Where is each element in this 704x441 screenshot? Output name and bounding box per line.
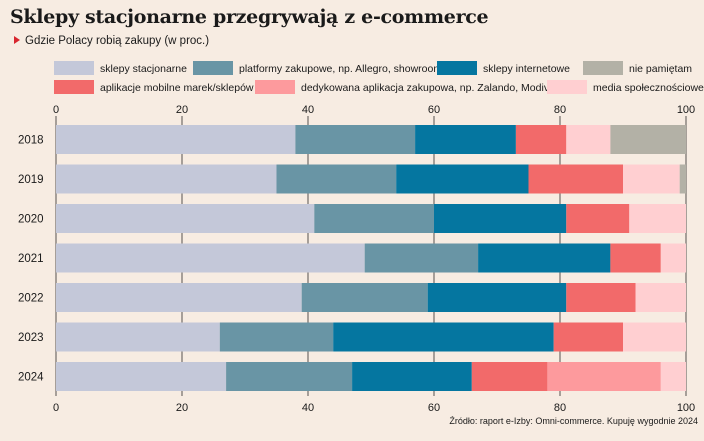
bar-2020-5 [629, 204, 686, 233]
tick-label-bottom-0: 0 [53, 402, 59, 414]
legend-label-1: platformy zakupowe, np. Allegro, showroo… [239, 63, 442, 75]
legend-label-5: media społecznościowe [593, 82, 704, 94]
bar-2019-0 [56, 164, 277, 194]
bar-2023-2 [333, 322, 554, 352]
bar-2022-5 [635, 283, 686, 312]
legend-swatch-3 [54, 80, 94, 94]
bar-2018-5 [566, 125, 611, 154]
subtitle-marker-icon [14, 36, 20, 44]
legend-label-6: nie pamiętam [629, 63, 692, 75]
legend-label-4: dedykowana aplikacja zakupowa, np. Zalan… [301, 82, 555, 94]
legend-label-0: sklepy stacjonarne [100, 63, 187, 75]
tick-label-top-2: 40 [302, 104, 314, 116]
bar-2024-4 [547, 362, 661, 391]
bar-2022-3 [566, 283, 636, 312]
bar-2019-2 [396, 164, 529, 194]
bar-2018-3 [515, 125, 567, 154]
legend-swatch-5 [547, 80, 587, 94]
bar-2018-6 [610, 125, 686, 154]
bar-2023-1 [219, 322, 334, 352]
bar-2023-3 [553, 322, 623, 352]
bar-2024-2 [352, 362, 472, 391]
tick-label-top-0: 0 [53, 104, 59, 116]
bar-2019-3 [528, 164, 623, 194]
category-label-0: 2018 [18, 135, 44, 147]
category-label-2: 2020 [18, 214, 44, 226]
legend-swatch-0 [54, 61, 94, 75]
bar-2018-2 [415, 125, 516, 154]
bar-2020-2 [434, 204, 567, 233]
tick-label-top-5: 100 [677, 104, 695, 116]
bar-2019-1 [276, 164, 397, 194]
category-label-4: 2022 [18, 293, 44, 305]
legend-swatch-1 [193, 61, 233, 75]
tick-label-top-3: 60 [428, 104, 440, 116]
bar-2022-1 [301, 283, 428, 312]
legend-swatch-6 [583, 61, 623, 75]
category-label-1: 2019 [18, 174, 44, 186]
chart-subtitle: Gdzie Polacy robią zakupy (w proc.) [25, 35, 210, 47]
bar-2024-0 [56, 362, 227, 391]
chart-title: Sklepy stacjonarne przegrywają z e-comme… [10, 6, 489, 28]
bar-2024-1 [226, 362, 353, 391]
legend-swatch-4 [255, 80, 295, 94]
bar-2018-0 [56, 125, 296, 154]
bar-2019-6 [679, 164, 686, 194]
chart-subtitle-row: Gdzie Polacy robią zakupy (w proc.) [14, 35, 209, 47]
bar-2021-0 [56, 243, 365, 273]
bar-2024-3 [471, 362, 548, 391]
legend-label-2: sklepy internetowe [483, 63, 570, 75]
tick-label-bottom-4: 80 [554, 402, 566, 414]
bar-2023-5 [623, 322, 686, 352]
bar-2021-2 [478, 243, 611, 273]
category-label-3: 2021 [18, 253, 44, 265]
legend-swatch-2 [437, 61, 477, 75]
bar-2023-0 [56, 322, 220, 352]
bar-2020-3 [566, 204, 630, 233]
legend-label-3: aplikacje mobilne marek/sklepów [100, 82, 254, 94]
bar-2020-1 [314, 204, 434, 233]
category-label-6: 2024 [18, 372, 44, 384]
bar-2024-5 [660, 362, 686, 391]
tick-label-bottom-1: 20 [176, 402, 188, 414]
tick-label-bottom-5: 100 [677, 402, 695, 414]
tick-label-top-4: 80 [554, 104, 566, 116]
source-note: Źródło: raport e-Izby: Omni-commerce. Ku… [449, 416, 698, 426]
bar-2019-5 [623, 164, 680, 194]
bar-2021-5 [660, 243, 686, 273]
bar-2022-0 [56, 283, 302, 312]
bar-2021-1 [364, 243, 479, 273]
category-label-5: 2023 [18, 332, 44, 344]
tick-label-bottom-3: 60 [428, 402, 440, 414]
tick-label-bottom-2: 40 [302, 402, 314, 414]
bar-2021-3 [610, 243, 661, 273]
bar-2022-2 [427, 283, 567, 312]
tick-label-top-1: 20 [176, 104, 188, 116]
bar-2018-1 [295, 125, 416, 154]
bar-2020-0 [56, 204, 315, 233]
